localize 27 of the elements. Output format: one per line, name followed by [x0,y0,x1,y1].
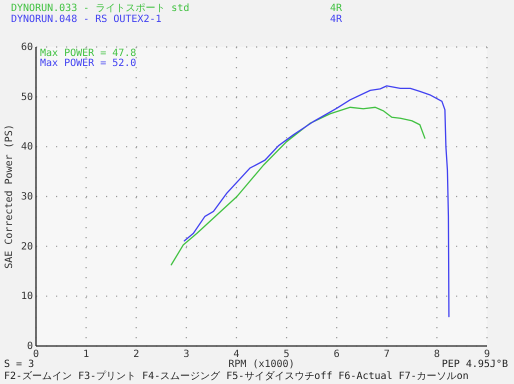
y-tick-label: 0 [26,341,33,352]
x-axis-title: RPM (x1000) [228,359,295,370]
y-tick-label: 50 [20,92,33,103]
x-tick-label: 2 [133,349,140,360]
x-tick-label: 6 [334,349,340,360]
y-axis-title: SAE Corrected Power (PS) [4,124,15,269]
x-tick-label: 5 [284,349,290,360]
x-tick-label: 3 [183,349,190,360]
y-tick-label: 20 [20,241,33,252]
y-tick-label: 10 [20,291,33,302]
x-tick-label: 4 [233,349,240,360]
y-tick-label: 30 [20,192,33,202]
x-tick-label: 1 [83,349,90,360]
text: DYNORUN.048 - RS OUTEX2-1 4R [11,14,342,25]
line-series [170,106,426,266]
x-tick-label: 9 [484,349,490,360]
x-tick-label: 7 [384,349,390,360]
x-tick-label: 8 [434,349,440,360]
text: DYNORUN.033 - ライトスポート std 4R [11,3,342,14]
y-tick-label: 60 [20,42,33,53]
y-tick-label: 40 [20,142,33,153]
text: F2-ズームイン F3-プリント F4-スムージング F5-サイダイスウチoff F6-Actual F7-カーソルon [4,370,469,382]
line-series [184,85,450,318]
annotation: Max POWER = 52.0 [40,58,136,69]
annotation: Max POWER = 47.8 [40,48,136,59]
text: PEP 4.95J°B [442,359,508,370]
text: S = 3 [4,359,34,370]
